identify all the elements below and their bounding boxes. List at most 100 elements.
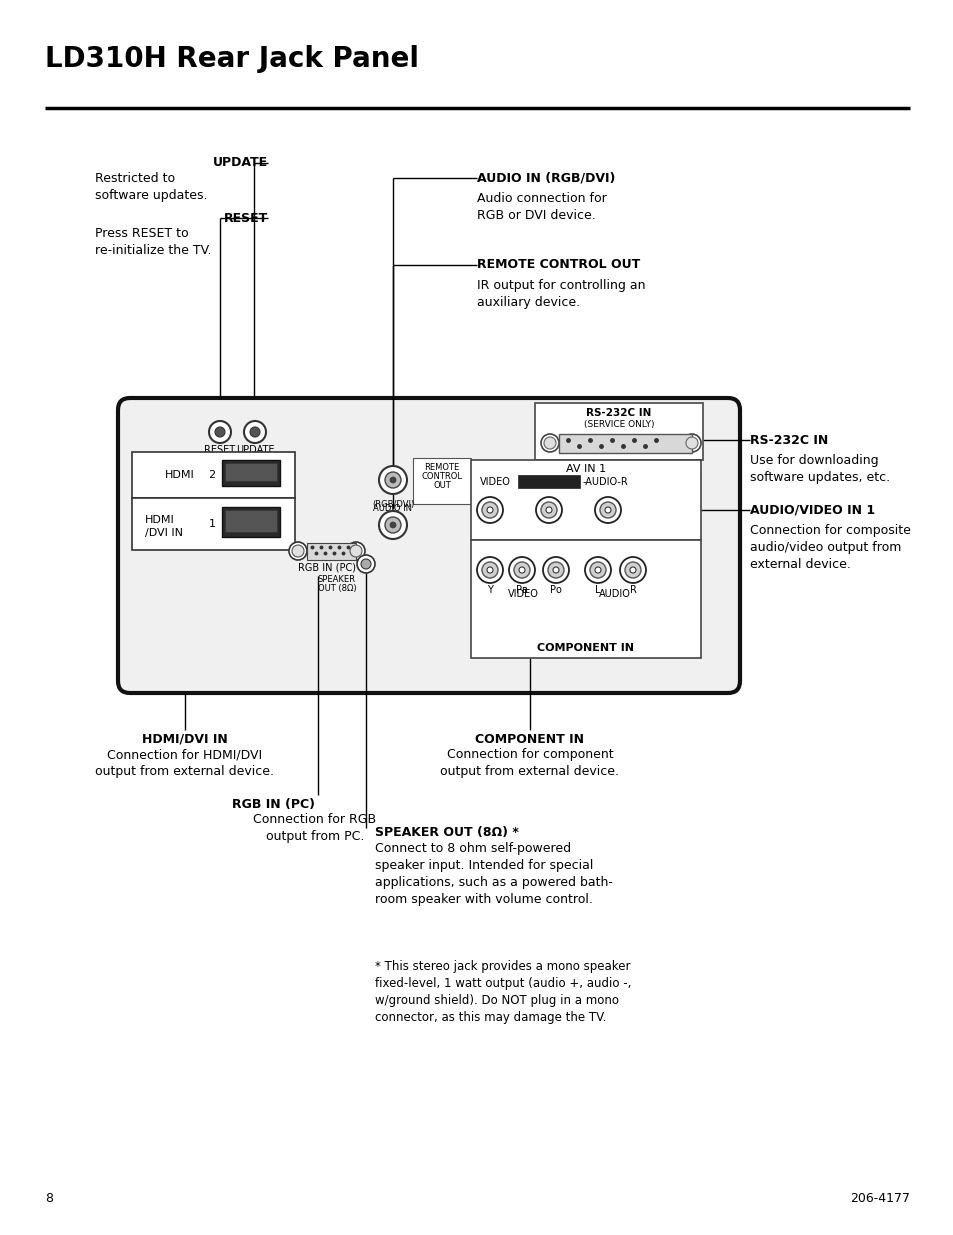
Text: SPEAKER: SPEAKER xyxy=(317,576,355,584)
Text: UPDATE: UPDATE xyxy=(213,157,268,169)
Text: Pᴏ: Pᴏ xyxy=(550,585,561,595)
Text: Audio connection for
RGB or DVI device.: Audio connection for RGB or DVI device. xyxy=(476,191,606,222)
Circle shape xyxy=(378,466,407,494)
Circle shape xyxy=(595,496,620,522)
Bar xyxy=(222,459,280,487)
Circle shape xyxy=(629,567,636,573)
Circle shape xyxy=(289,542,307,559)
Circle shape xyxy=(356,555,375,573)
FancyBboxPatch shape xyxy=(118,398,740,693)
Circle shape xyxy=(584,557,610,583)
Circle shape xyxy=(244,421,266,443)
Text: Pʙ: Pʙ xyxy=(516,585,527,595)
Text: AV IN 1: AV IN 1 xyxy=(565,464,605,474)
Bar xyxy=(471,459,700,540)
Circle shape xyxy=(536,496,561,522)
Text: AUDIO/VIDEO IN 1: AUDIO/VIDEO IN 1 xyxy=(749,504,874,516)
Text: AUDIO IN (RGB/DVI): AUDIO IN (RGB/DVI) xyxy=(476,172,615,184)
Text: HDMI: HDMI xyxy=(145,515,174,525)
Text: * This stereo jack provides a mono speaker
fixed-level, 1 watt output (audio +, : * This stereo jack provides a mono speak… xyxy=(375,960,631,1024)
Text: Restricted to
software updates.: Restricted to software updates. xyxy=(95,172,208,203)
Circle shape xyxy=(518,567,524,573)
Circle shape xyxy=(350,545,361,557)
Text: HDMI/DVI IN: HDMI/DVI IN xyxy=(142,734,228,746)
Text: COMPONENT IN: COMPONENT IN xyxy=(475,734,584,746)
Bar xyxy=(225,463,276,480)
Circle shape xyxy=(589,562,605,578)
Text: VIDEO: VIDEO xyxy=(479,477,511,487)
Circle shape xyxy=(595,567,600,573)
Text: SPEAKER OUT (8Ω) *: SPEAKER OUT (8Ω) * xyxy=(375,826,518,839)
Circle shape xyxy=(604,508,610,513)
Circle shape xyxy=(250,427,260,437)
Text: Connection for composite
audio/video output from
external device.: Connection for composite audio/video out… xyxy=(749,524,910,571)
Circle shape xyxy=(209,421,231,443)
Circle shape xyxy=(685,437,698,450)
Text: 8: 8 xyxy=(45,1192,53,1205)
Text: RESET: RESET xyxy=(224,211,268,225)
Circle shape xyxy=(624,562,640,578)
Circle shape xyxy=(390,477,395,483)
Circle shape xyxy=(545,508,552,513)
Circle shape xyxy=(476,496,502,522)
Bar xyxy=(471,540,700,658)
Circle shape xyxy=(542,557,568,583)
Circle shape xyxy=(486,567,493,573)
Circle shape xyxy=(292,545,304,557)
Circle shape xyxy=(509,557,535,583)
Text: IR output for controlling an
auxiliary device.: IR output for controlling an auxiliary d… xyxy=(476,279,645,309)
Text: 2: 2 xyxy=(208,471,215,480)
Bar xyxy=(517,475,579,488)
Text: 1: 1 xyxy=(209,519,215,529)
Bar xyxy=(132,452,294,498)
Text: Connect to 8 ohm self-powered
speaker input. Intended for special
applications, : Connect to 8 ohm self-powered speaker in… xyxy=(375,842,612,906)
Text: (RGB/DVI): (RGB/DVI) xyxy=(372,500,414,509)
Text: LD310H Rear Jack Panel: LD310H Rear Jack Panel xyxy=(45,44,418,73)
Circle shape xyxy=(214,427,225,437)
Text: Use for downloading
software updates, etc.: Use for downloading software updates, et… xyxy=(749,454,889,484)
Text: Y: Y xyxy=(487,585,493,595)
Circle shape xyxy=(378,511,407,538)
Circle shape xyxy=(682,433,700,452)
Text: RESET: RESET xyxy=(204,445,235,454)
Circle shape xyxy=(543,437,556,450)
Circle shape xyxy=(360,559,371,569)
Circle shape xyxy=(347,542,365,559)
Text: 206-4177: 206-4177 xyxy=(849,1192,909,1205)
Circle shape xyxy=(553,567,558,573)
Text: Press RESET to
re-initialize the TV.: Press RESET to re-initialize the TV. xyxy=(95,227,212,257)
Circle shape xyxy=(385,472,400,488)
Text: COMPONENT IN: COMPONENT IN xyxy=(537,643,634,653)
Text: HDMI: HDMI xyxy=(165,471,194,480)
Text: /DVI IN: /DVI IN xyxy=(145,529,183,538)
Text: AUDIO: AUDIO xyxy=(598,589,630,599)
Circle shape xyxy=(476,557,502,583)
Text: Connection for HDMI/DVI
output from external device.: Connection for HDMI/DVI output from exte… xyxy=(95,748,274,778)
Text: RGB IN (PC): RGB IN (PC) xyxy=(297,563,355,573)
Text: AUDIO IN: AUDIO IN xyxy=(374,504,412,513)
Circle shape xyxy=(481,562,497,578)
Text: R: R xyxy=(629,585,636,595)
Text: L: L xyxy=(595,585,600,595)
Text: REMOTE CONTROL OUT: REMOTE CONTROL OUT xyxy=(476,258,639,272)
Text: RS-232C IN: RS-232C IN xyxy=(586,408,651,417)
Text: CONTROL: CONTROL xyxy=(421,472,462,480)
Circle shape xyxy=(599,501,616,517)
Bar xyxy=(558,433,691,453)
Bar xyxy=(132,498,294,550)
Text: RS-232C IN: RS-232C IN xyxy=(749,433,827,447)
Text: -AUDIO-R: -AUDIO-R xyxy=(582,477,628,487)
Bar xyxy=(222,508,280,537)
Circle shape xyxy=(540,501,557,517)
Text: UPDATE: UPDATE xyxy=(235,445,274,454)
Text: OUT (8Ω): OUT (8Ω) xyxy=(317,584,356,593)
Text: REMOTE: REMOTE xyxy=(424,463,459,472)
Circle shape xyxy=(540,433,558,452)
Bar xyxy=(413,458,471,504)
Bar xyxy=(307,543,355,559)
Circle shape xyxy=(619,557,645,583)
Bar xyxy=(535,403,702,459)
Circle shape xyxy=(514,562,530,578)
Text: VIDEO: VIDEO xyxy=(507,589,537,599)
Bar xyxy=(225,510,276,532)
